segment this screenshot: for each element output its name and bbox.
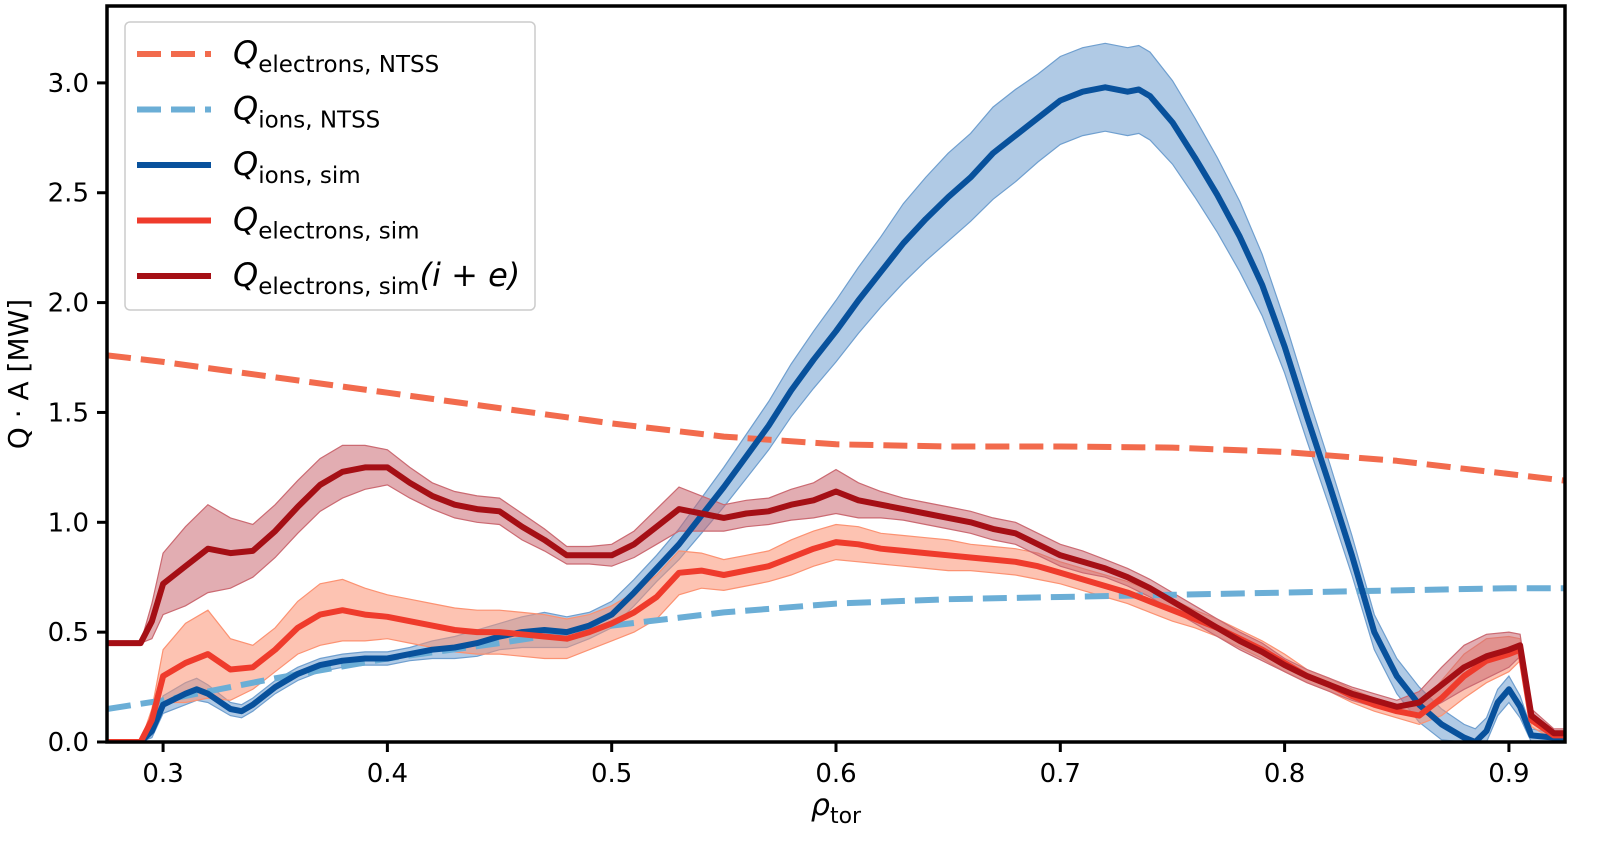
y-tick-label: 2.5 [48, 179, 89, 209]
legend-label-5: Qelectrons, sim(i + e) [233, 256, 520, 300]
legend-symbol: Q [233, 201, 258, 239]
y-tick-label: 0.0 [48, 728, 89, 758]
y-tick-label: 0.5 [48, 618, 89, 648]
x-tick-label: 0.9 [1488, 759, 1529, 789]
legend-label-3: Qions, sim [233, 145, 361, 189]
legend-label-4: Qelectrons, sim [233, 201, 420, 245]
band-series-5 [107, 444, 1565, 739]
legend-sub: ions, NTSS [258, 108, 380, 134]
x-tick-label: 0.6 [815, 759, 856, 789]
legend-symbol: Q [233, 34, 258, 72]
x-axis-label-sub: tor [830, 804, 862, 829]
x-axis-label: ρtor [811, 788, 862, 829]
x-tick-label: 0.5 [591, 759, 632, 789]
line-series-5 [107, 464, 1565, 737]
legend-sub: electrons, sim [258, 274, 419, 300]
line-series-3 [107, 84, 1565, 742]
y-axis-label: Q · A [MW] [2, 299, 35, 450]
axes: 0.3 0.4 0.5 0.6 0.7 0.8 0.9 0.0 0.5 1.0 1.5 2.0 2.5 3… [48, 4, 1567, 789]
x-axis-label-symbol: ρ [811, 788, 830, 823]
legend-label-2: Qions, NTSS [233, 90, 380, 134]
y-tick-label: 3.0 [48, 69, 89, 99]
line-series-1 [107, 352, 1565, 484]
y-tick-label: 2.0 [48, 289, 89, 319]
x-tick-label: 0.7 [1040, 759, 1081, 789]
uncertainty-bands [107, 42, 1565, 742]
legend-sub: electrons, sim [258, 219, 419, 245]
legend-box [124, 21, 536, 311]
y-tick-label: 1.0 [48, 508, 89, 538]
series-lines [107, 84, 1565, 742]
y-tick-label: 1.5 [48, 398, 89, 428]
x-tick-label: 0.8 [1264, 759, 1305, 789]
legend-symbol: Q [233, 256, 258, 294]
band-series-4 [107, 523, 1565, 742]
x-tick-label: 0.4 [367, 759, 408, 789]
x-tick-label: 0.3 [142, 759, 183, 789]
legend-symbol: Q [233, 145, 258, 183]
legend-label-1: Qelectrons, NTSS [233, 34, 439, 78]
legend-suffix: (i + e) [420, 256, 521, 294]
legend-sub: electrons, NTSS [258, 52, 439, 78]
legend-sub: ions, sim [258, 163, 360, 189]
legend-symbol: Q [233, 90, 258, 128]
